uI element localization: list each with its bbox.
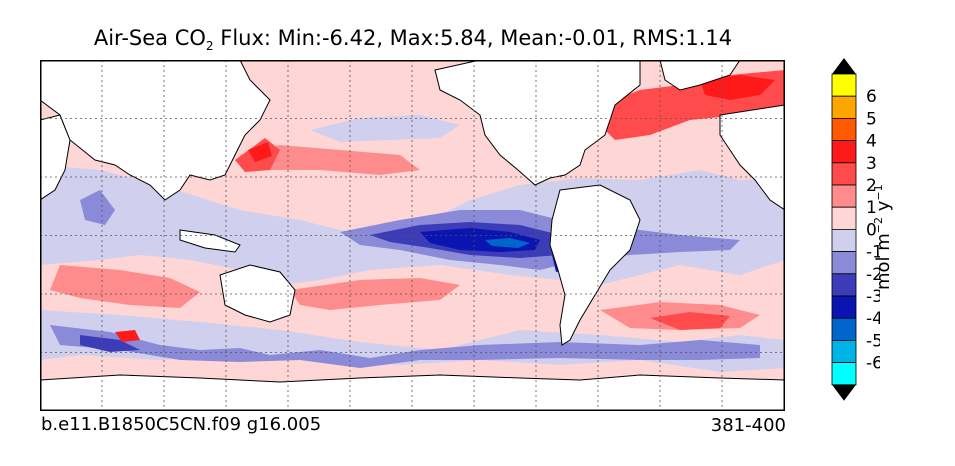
colorbar-segment — [831, 184, 857, 208]
colorbar-extend-min — [832, 384, 856, 401]
units-exp2: −1 — [872, 184, 885, 201]
colorbar-segment — [831, 206, 857, 230]
map-frame — [40, 60, 785, 411]
colorbar-segments — [831, 58, 857, 401]
land-north-america — [434, 60, 641, 186]
colorbar-tick-label: -1 — [866, 243, 880, 263]
colorbar-tick-label: 4 — [866, 132, 877, 152]
title-prefix: Air-Sea CO — [93, 26, 206, 50]
title-suffix: Flux: Min:-6.42, Max:5.84, Mean:-0.01, R… — [213, 26, 733, 50]
colorbar-segment — [831, 295, 857, 319]
land-eurasia-west — [719, 104, 785, 211]
colorbar-segment — [831, 339, 857, 363]
land-south-america — [549, 184, 641, 346]
colorbar-tick-label: -5 — [866, 331, 880, 351]
colorbar-segment — [831, 95, 857, 119]
run-name: b.e11.B1850C5CN.f09 g16.005 — [41, 414, 322, 435]
colorbar-tick-label: -6 — [866, 354, 880, 374]
flux-region-southern-band-medium — [50, 325, 760, 368]
colorbar-units-label: mol m−2 y−1 — [872, 184, 894, 290]
flux-region-positive-medium-north — [240, 145, 420, 175]
colorbar-segment — [831, 140, 857, 164]
flux-region-north-pacific-light — [310, 115, 460, 142]
colorbar-extend-max — [832, 58, 856, 74]
colorbar-segment — [831, 228, 857, 252]
flux-region-positive-peak-southern — [115, 330, 140, 342]
year-range: 381-400 — [710, 415, 786, 436]
flux-region-positive-peak-north-atlantic — [700, 75, 775, 100]
colorbar-tick-label: -4 — [866, 309, 880, 329]
colorbar-segment — [831, 73, 857, 97]
units-exp1: −2 — [872, 216, 885, 234]
flux-region-positive-medium-indian — [50, 265, 200, 308]
flux-region-southern-strong — [80, 335, 140, 352]
units-base: mol m — [873, 233, 894, 290]
colorbar-tick-label: 5 — [866, 109, 877, 129]
flux-map — [40, 60, 785, 411]
colorbar-tick-label: 6 — [866, 87, 877, 107]
colorbar-segment — [831, 118, 857, 142]
map-title: Air-Sea CO2 Flux: Min:-6.42, Max:5.84, M… — [0, 26, 826, 53]
flux-region-arabian-sea — [80, 190, 115, 225]
colorbar-segment — [831, 162, 857, 186]
colorbar-tick-label: 0 — [866, 220, 877, 240]
colorbar-tick-label: 3 — [866, 154, 877, 174]
colorbar-segment — [831, 362, 857, 386]
units-mid: y — [873, 200, 894, 217]
flux-region-eq-pacific-peak — [485, 238, 530, 248]
colorbar-tick-label: 2 — [866, 176, 877, 196]
land-antarctica — [40, 374, 785, 411]
colorbar-tick-label: -2 — [866, 265, 880, 285]
colorbar-segment — [831, 317, 857, 341]
flux-region-positive-strong-south-atlantic — [650, 312, 730, 330]
land-greenland — [659, 60, 741, 91]
colorbar-tick-label: -3 — [866, 287, 880, 307]
colorbar-segment — [831, 251, 857, 275]
colorbar-tick-label: 1 — [866, 198, 877, 218]
flux-region-positive-peak-japan — [248, 142, 272, 162]
land-asia — [40, 60, 271, 201]
title-subscript: 2 — [205, 39, 214, 54]
colorbar-segment — [831, 273, 857, 297]
land-australia — [219, 264, 296, 323]
